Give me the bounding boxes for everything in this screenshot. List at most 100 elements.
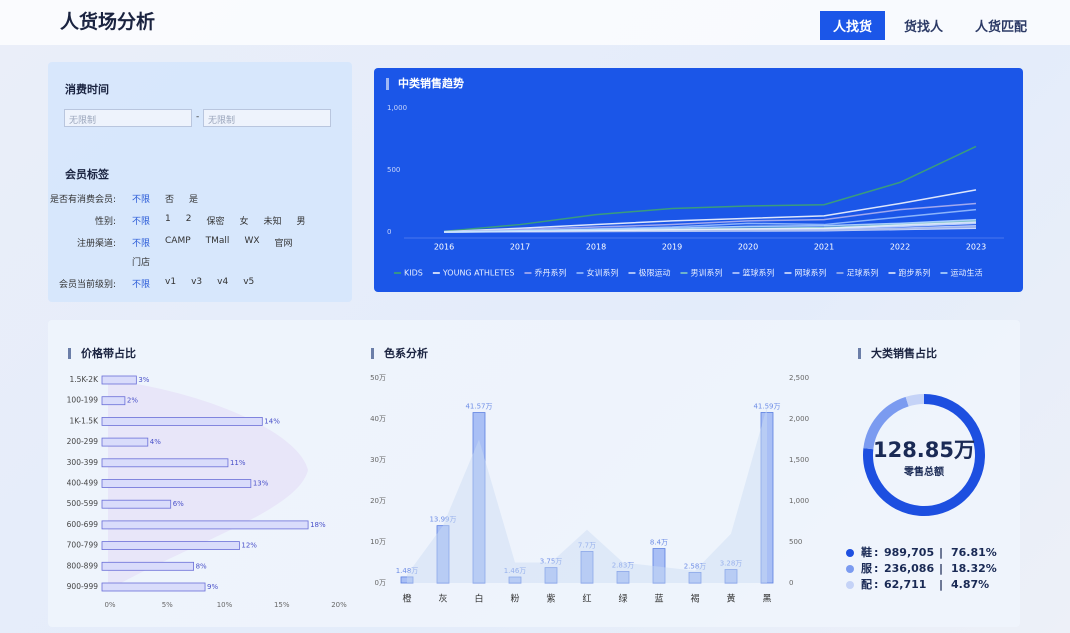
tab[interactable]: 货找人 xyxy=(903,20,943,35)
legend-separator: | xyxy=(939,578,943,591)
y-tick-label: 100-199 xyxy=(67,396,99,405)
value-label: 4% xyxy=(150,438,161,446)
tab[interactable]: 人找货 xyxy=(819,11,885,40)
filter-option[interactable]: 保密 xyxy=(206,217,225,227)
filter-options: 不限 否 是 xyxy=(132,192,322,205)
y-tick-label: 500 xyxy=(387,166,400,174)
filter-option[interactable]: 官网 xyxy=(274,239,293,249)
filter-option[interactable]: 不限 xyxy=(132,239,151,249)
legend-label: 篮球系列 xyxy=(742,268,774,278)
end-date[interactable]: 无限制 xyxy=(203,109,331,127)
filter-option[interactable]: v5 xyxy=(243,277,255,287)
value-label: 6% xyxy=(173,500,184,508)
chart-title: 价格带占比 xyxy=(81,346,136,360)
bar xyxy=(101,541,240,551)
legend-label: 乔丹系列 xyxy=(534,268,566,278)
bar xyxy=(101,437,149,447)
legend-label: 男训系列 xyxy=(690,268,722,278)
y-tick-label: 40万 xyxy=(370,415,386,423)
x-tick-label: 5% xyxy=(162,601,173,609)
donut-segment xyxy=(905,394,925,407)
x-tick-label: 绿 xyxy=(618,593,627,605)
filter-option[interactable]: 不限 xyxy=(132,217,151,227)
filter-rows: 是否有消费会员: 不限 否 是性别: 不限 1 2 保密 女 未知 男注册渠道: 不限 CAMP TMal… xyxy=(48,192,322,299)
donut-segment xyxy=(863,394,985,516)
value-label: 9% xyxy=(207,583,218,591)
bar xyxy=(101,499,172,509)
filter-options: 不限 1 2 保密 女 未知 男 xyxy=(132,214,322,227)
y2-tick-label: 1,500 xyxy=(789,456,809,464)
y-tick-label: 20万 xyxy=(370,497,386,505)
bar xyxy=(724,569,738,584)
legend-separator: : xyxy=(874,562,878,575)
tab[interactable]: 人货匹配 xyxy=(974,20,1027,35)
filter-option[interactable]: 男 xyxy=(296,217,306,227)
legend-percent: 18.32% xyxy=(951,562,997,575)
x-tick-label: 2017 xyxy=(510,243,530,252)
y2-tick-label: 0 xyxy=(789,579,793,587)
date-separator: - xyxy=(196,112,200,122)
x-tick-label: 橙 xyxy=(402,593,411,605)
x-tick-label: 2018 xyxy=(586,243,606,252)
legend-value: 62,711 xyxy=(884,578,926,591)
legend-name: 鞋 xyxy=(861,545,872,559)
bottom-panel: 价格带占比 色系分析 大类销售占比 0% 5% 10% 15% 20% 1.5K-2K 3%… xyxy=(48,320,1020,627)
start-date[interactable]: 无限制 xyxy=(64,109,192,127)
filter-option[interactable]: v4 xyxy=(217,277,229,287)
y-tick-label: 30万 xyxy=(370,456,386,464)
filter-panel: 消费时间 无限制 - 无限制 会员标签 是否有消费会员: 不限 否 是性别: 不限 1 2 保… xyxy=(48,62,352,302)
filter-option[interactable]: 不限 xyxy=(132,280,151,290)
value-label: 13% xyxy=(253,480,269,488)
header-bar xyxy=(0,0,1070,45)
x-tick-label: 15% xyxy=(274,601,290,609)
legend-separator: | xyxy=(939,546,943,559)
filter-label: 注册渠道: xyxy=(76,239,116,249)
y-tick-label: 700-799 xyxy=(67,541,99,550)
filter-option[interactable]: 不限 xyxy=(132,195,151,205)
filter-option[interactable]: WX xyxy=(244,236,260,246)
legend-label: KIDS xyxy=(404,269,423,278)
y2-tick-label: 1,000 xyxy=(789,497,809,505)
x-tick-label: 灰 xyxy=(438,593,447,605)
value-label: 18% xyxy=(310,521,326,529)
filter-option[interactable]: v1 xyxy=(165,277,177,287)
bar xyxy=(101,417,263,426)
filter-label: 是否有消费会员: xyxy=(49,195,116,205)
x-tick-label: 2016 xyxy=(434,243,454,252)
trend-chart: 中类销售趋势 0 500 1,000 2016 2017 2018 2019 2020 2021… xyxy=(374,68,1023,292)
y-tick-label: 200-299 xyxy=(67,437,99,446)
bar xyxy=(101,520,309,530)
filter-option[interactable]: 未知 xyxy=(263,217,282,227)
filter-row: 注册渠道: 不限 CAMP TMall WX 官网门店 xyxy=(48,236,322,268)
legend-value: 236,086 xyxy=(884,562,934,575)
legend-percent: 76.81% xyxy=(951,546,997,559)
filter-option[interactable]: 女 xyxy=(239,217,249,227)
title-marker xyxy=(858,348,861,359)
filter-option[interactable]: 是 xyxy=(189,195,199,205)
bar xyxy=(101,396,126,406)
legend-label: 跑步系列 xyxy=(898,268,930,278)
x-tick-label: 白 xyxy=(474,593,483,605)
filter-option[interactable]: 门店 xyxy=(132,258,151,268)
chart-title: 大类销售占比 xyxy=(871,346,937,360)
y-tick-label: 800-899 xyxy=(67,561,99,570)
filter-option[interactable]: 否 xyxy=(165,195,175,205)
value-label: 2.58万 xyxy=(684,562,707,570)
filter-option[interactable]: v3 xyxy=(191,277,203,287)
series-line xyxy=(443,202,977,233)
value-label: 1.48万 xyxy=(396,567,419,575)
legend-label: 足球系列 xyxy=(846,268,878,278)
filter-option[interactable]: CAMP xyxy=(165,236,191,246)
x-tick-label: 10% xyxy=(217,601,233,609)
filter-option[interactable]: 1 xyxy=(165,214,171,224)
filter-row: 是否有消费会员: 不限 否 是 xyxy=(48,192,322,205)
legend-name: 服 xyxy=(861,562,873,575)
y-tick-label: 10万 xyxy=(370,538,386,546)
bar xyxy=(101,479,252,488)
filter-option[interactable]: 2 xyxy=(185,214,192,224)
filter-option[interactable]: TMall xyxy=(205,236,230,246)
bar xyxy=(688,572,702,584)
legend-separator: : xyxy=(874,546,878,559)
value-label: 41.57万 xyxy=(465,403,492,411)
series-line xyxy=(443,218,977,233)
